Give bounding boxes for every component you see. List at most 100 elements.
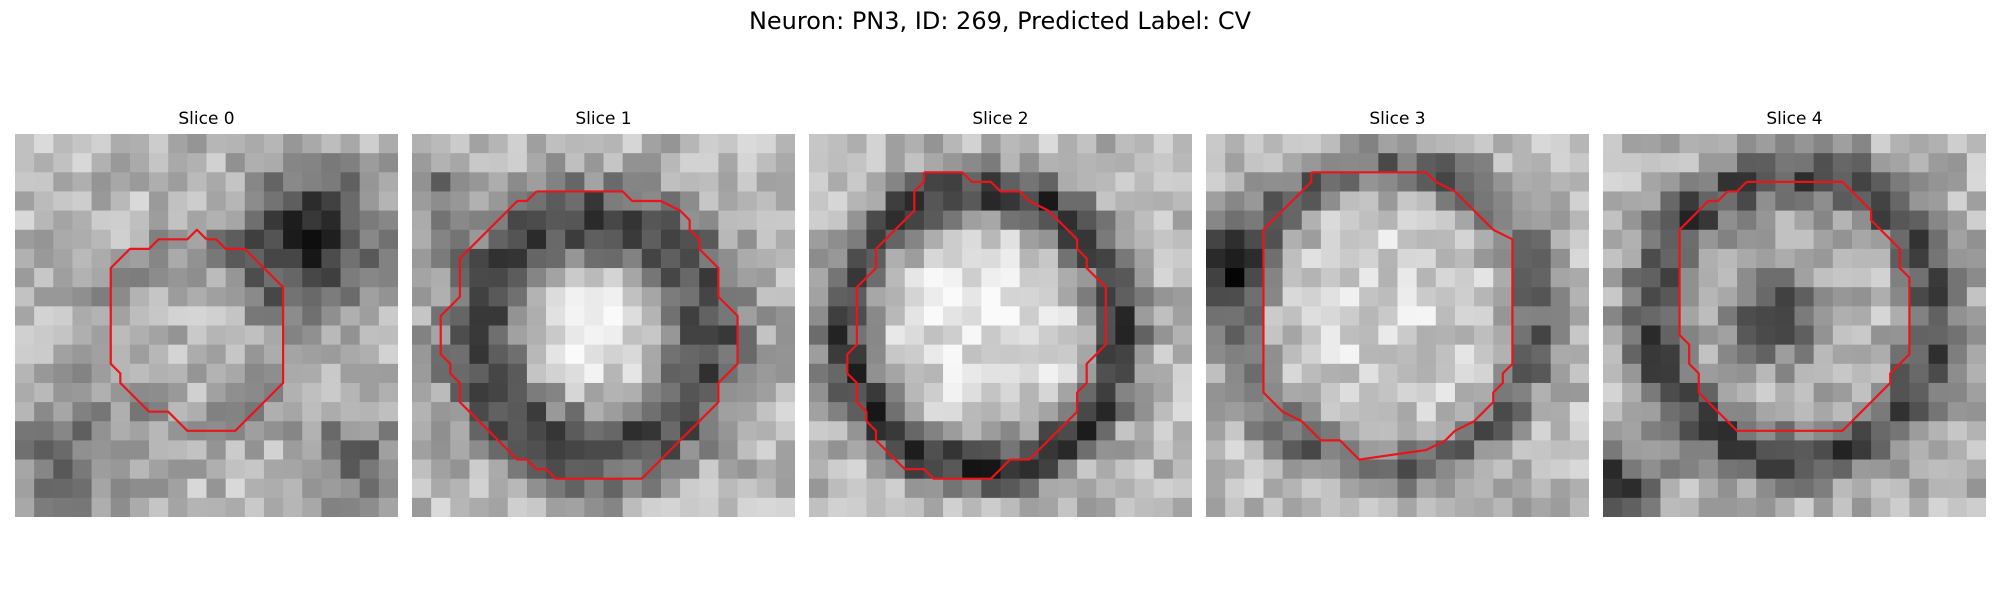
pixel <box>1153 344 1174 365</box>
pixel <box>488 440 509 460</box>
pixel <box>1019 440 1040 460</box>
pixel <box>206 402 227 422</box>
pixel <box>1794 134 1815 154</box>
pixel <box>206 134 227 154</box>
pixel <box>431 248 451 269</box>
pixel <box>699 421 719 441</box>
pixel <box>129 440 150 460</box>
pixel <box>1966 497 1986 517</box>
pixel <box>1890 402 1910 422</box>
pixel <box>469 402 489 422</box>
pixel <box>1966 382 1986 403</box>
pixel <box>53 134 73 154</box>
pixel <box>546 134 566 154</box>
pixel <box>775 325 795 346</box>
pixel <box>507 440 528 460</box>
pixel <box>699 210 719 231</box>
pixel <box>1244 497 1264 517</box>
pixel <box>187 210 207 231</box>
pixel <box>1225 210 1245 231</box>
pixel <box>1569 440 1589 460</box>
pixel <box>1679 363 1700 384</box>
pixel <box>866 191 886 211</box>
pixel <box>91 229 112 250</box>
pixel <box>962 248 982 269</box>
pixel <box>660 478 681 499</box>
pixel <box>962 153 982 173</box>
pixel <box>1622 440 1642 460</box>
pixel <box>699 134 719 154</box>
pixel <box>1966 344 1986 365</box>
pixel <box>1794 210 1815 231</box>
pixel <box>1813 153 1834 173</box>
pixel <box>450 344 470 365</box>
pixel <box>1603 191 1623 211</box>
pixel <box>603 497 624 517</box>
pixel <box>1698 268 1719 288</box>
pixel <box>469 153 489 173</box>
pixel <box>1225 229 1245 250</box>
pixel <box>923 382 944 403</box>
pixel <box>622 287 643 307</box>
pixel <box>1019 268 1040 288</box>
pixel <box>1340 344 1360 365</box>
pixel <box>809 134 829 154</box>
pixel <box>1340 268 1360 288</box>
pixel <box>206 478 227 499</box>
pixel <box>1794 153 1815 173</box>
pixel <box>904 478 925 499</box>
pixel <box>1000 153 1021 173</box>
pixel <box>1794 363 1815 384</box>
pixel <box>1244 478 1264 499</box>
slice-title: Slice 0 <box>178 109 235 129</box>
pixel <box>904 268 925 288</box>
pixel <box>450 134 470 154</box>
pixel <box>1603 497 1623 517</box>
pixel <box>91 287 112 307</box>
pixel <box>1871 153 1891 173</box>
pixel <box>584 363 604 384</box>
pixel <box>660 172 681 192</box>
pixel <box>1474 478 1494 499</box>
pixel <box>1397 402 1418 422</box>
pixel <box>526 363 547 384</box>
pixel <box>1717 153 1738 173</box>
pixel <box>1871 172 1891 192</box>
pixel <box>775 134 795 154</box>
pixel <box>1397 440 1418 460</box>
pixel <box>359 363 380 384</box>
pixel <box>1947 363 1968 384</box>
slice-image <box>412 134 795 517</box>
pixel <box>302 459 322 480</box>
pixel <box>1717 440 1738 460</box>
pixel <box>1641 382 1661 403</box>
pixel <box>1928 497 1949 517</box>
pixel <box>866 210 886 231</box>
pixel <box>1454 268 1475 288</box>
pixel <box>1756 497 1776 517</box>
pixel <box>1225 153 1245 173</box>
pixel <box>283 382 303 403</box>
pixel <box>1301 191 1322 211</box>
pixel <box>1454 134 1475 154</box>
pixel <box>641 440 662 460</box>
pixel <box>1890 172 1910 192</box>
pixel <box>809 287 829 307</box>
pixel <box>1966 459 1986 480</box>
pixel <box>469 478 489 499</box>
pixel <box>53 153 73 173</box>
pixel <box>1397 459 1418 480</box>
pixel <box>1134 248 1155 269</box>
pixel <box>1890 191 1910 211</box>
pixel <box>1301 402 1322 422</box>
pixel <box>1057 191 1078 211</box>
pixel <box>1737 497 1757 517</box>
pixel <box>1679 478 1700 499</box>
slice-panel-3: Slice 3 <box>1206 108 1589 517</box>
pixel <box>1172 402 1192 422</box>
pixel <box>904 325 925 346</box>
pixel <box>1359 191 1379 211</box>
pixel <box>756 402 777 422</box>
pixel <box>1947 248 1968 269</box>
pixel <box>1550 268 1571 288</box>
